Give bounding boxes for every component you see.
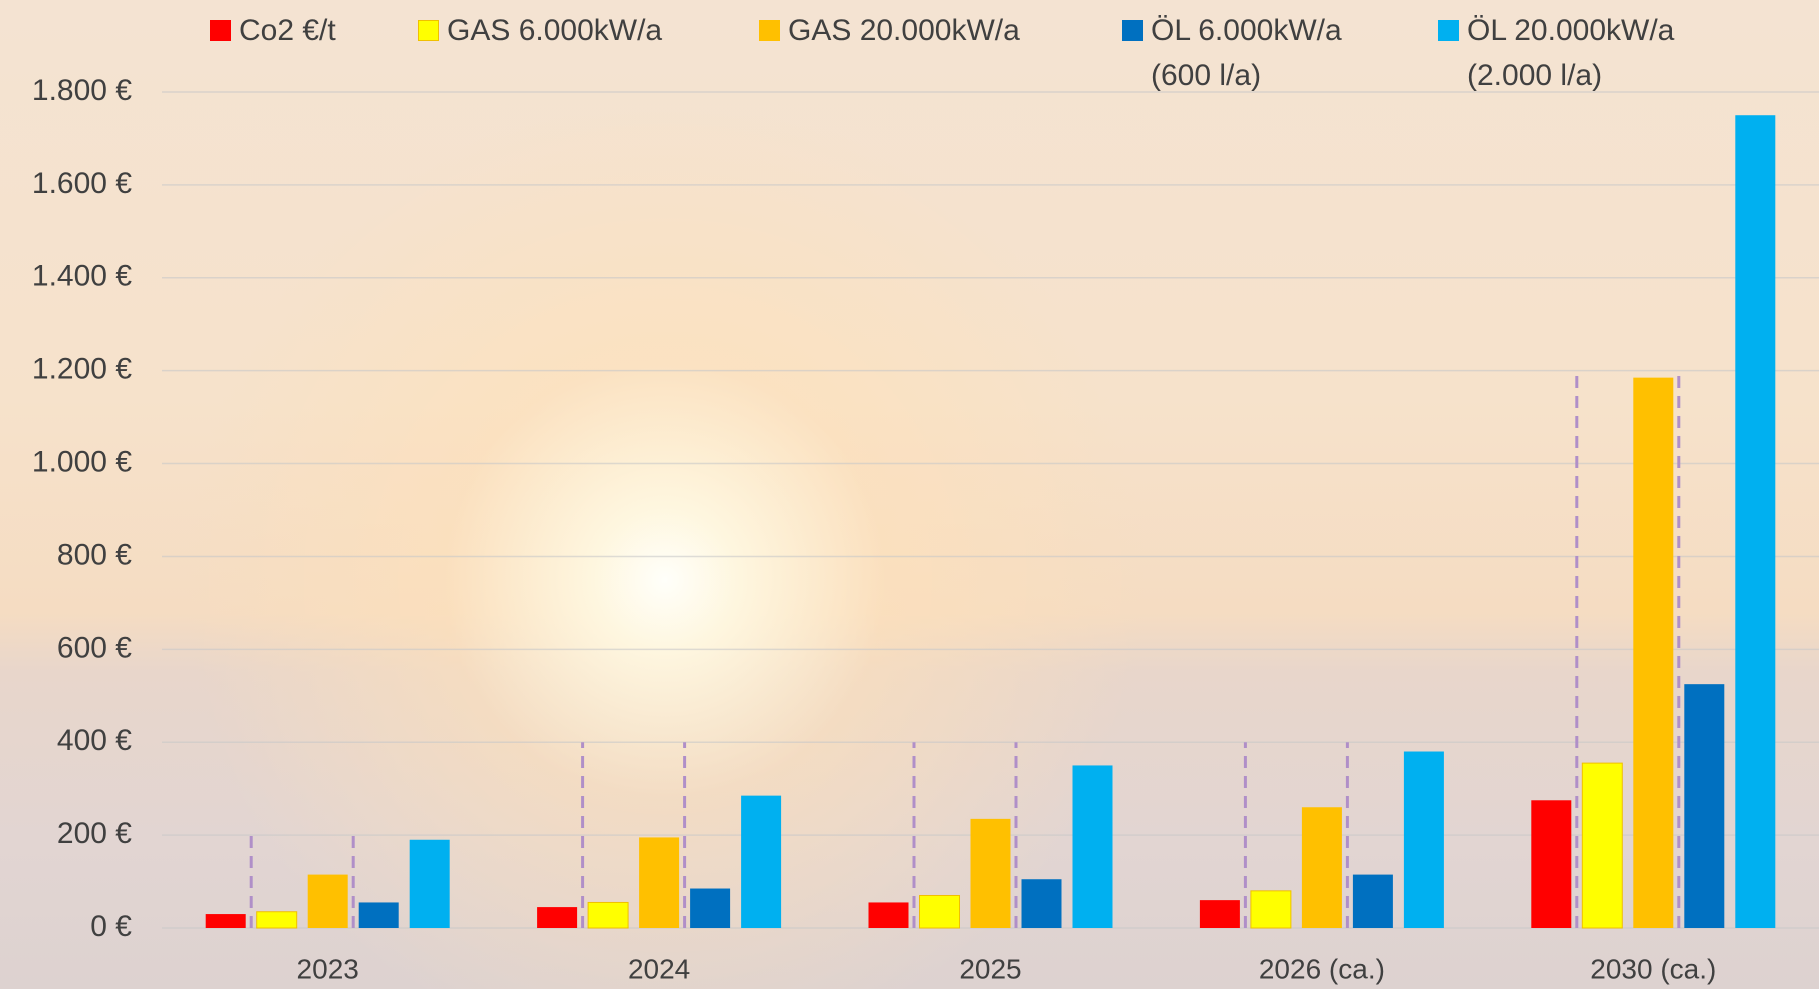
legend-label: GAS 20.000kW/a [788,8,1020,53]
bar [920,895,960,928]
bar [971,819,1011,928]
legend-swatch [1438,20,1459,41]
y-tick-label: 1.400 € [32,260,132,293]
legend-item: ÖL 6.000kW/a (600 l/a) [1122,8,1342,98]
bar [690,889,730,928]
bar [869,902,909,928]
y-tick-label: 1.000 € [32,445,132,478]
y-tick-label: 200 € [57,817,132,850]
bar [741,796,781,928]
bar [359,902,399,928]
bar [1022,879,1062,928]
bar [1404,752,1444,928]
bar [1200,900,1240,928]
legend-swatch [210,20,231,41]
bar [537,907,577,928]
chart: 0 € 200 € 400 € 600 € 800 € 1.000 € 1.200 € 1.4… [0,0,1819,989]
bar [257,912,297,928]
legend-swatch [1122,20,1143,41]
bar [1302,807,1342,928]
y-tick-label: 400 € [57,724,132,757]
x-tick-label: 2024 [628,953,690,984]
bar [639,837,679,928]
bar [1735,115,1775,928]
legend-item: ÖL 20.000kW/a (2.000 l/a) [1438,8,1674,98]
bar [410,840,450,928]
bar [1353,875,1393,928]
bar [1531,800,1571,928]
bar [1073,765,1113,928]
bar [1633,378,1673,928]
legend-item: GAS 6.000kW/a [418,8,662,53]
x-tick-label: 2030 (ca.) [1590,953,1716,984]
legend-swatch [418,20,439,41]
bar [206,914,246,928]
legend-item: GAS 20.000kW/a [759,8,1020,53]
bar [1251,891,1291,928]
legend-label: GAS 6.000kW/a [447,8,662,53]
y-tick-label: 800 € [57,538,132,571]
y-tick-label: 0 € [90,910,132,943]
y-tick-label: 1.200 € [32,353,132,386]
legend-swatch [759,20,780,41]
bar [588,902,628,928]
x-tick-label: 2023 [297,953,359,984]
bar [308,875,348,928]
y-tick-label: 1.600 € [32,167,132,200]
legend-label: Co2 €/t [239,8,336,53]
x-tick-label: 2026 (ca.) [1259,953,1385,984]
legend: Co2 €/t GAS 6.000kW/a GAS 20.000kW/a ÖL 6.0… [0,8,1819,98]
bar [1684,684,1724,928]
legend-label: ÖL 20.000kW/a (2.000 l/a) [1467,8,1674,98]
page: {"chart_data": {"type": "bar", "categori… [0,0,1819,989]
legend-label: ÖL 6.000kW/a (600 l/a) [1151,8,1342,98]
y-tick-label: 600 € [57,631,132,664]
legend-item: Co2 €/t [210,8,336,53]
bar [1582,763,1622,928]
x-tick-label: 2025 [959,953,1021,984]
